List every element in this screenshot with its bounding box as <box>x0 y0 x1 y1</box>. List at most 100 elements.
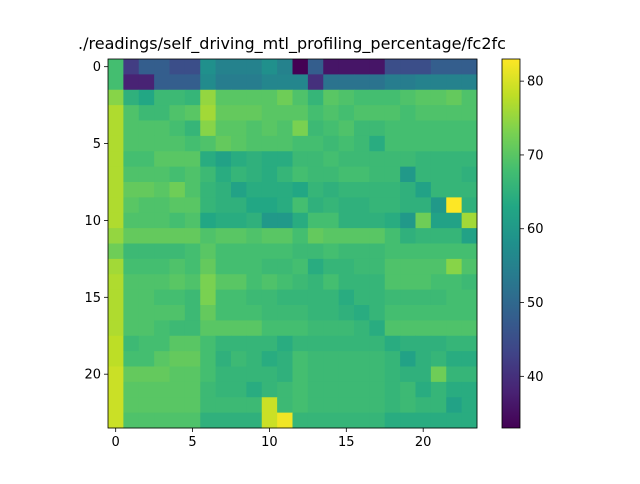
heatmap-cell <box>138 74 155 91</box>
heatmap-cell <box>292 212 309 229</box>
heatmap-cell <box>446 305 463 321</box>
heatmap-cell <box>323 151 340 168</box>
heatmap-cell <box>307 258 324 275</box>
heatmap-cell <box>338 105 355 121</box>
heatmap-cell <box>292 289 309 306</box>
heatmap-cell <box>154 151 170 168</box>
heatmap-cell <box>446 351 463 367</box>
colorbar-axis: 40 50 60 70 80 <box>520 75 544 385</box>
heatmap-cell <box>446 135 463 152</box>
colorbar-tick-label: 70 <box>527 148 544 163</box>
heatmap-cell <box>461 151 478 168</box>
heatmap-cell <box>261 228 278 244</box>
heatmap-cell <box>446 366 463 383</box>
heatmap-cell <box>354 335 370 352</box>
heatmap-cell <box>430 274 447 291</box>
heatmap-cell <box>446 289 463 306</box>
heatmap-cell <box>138 289 155 306</box>
heatmap-cell <box>261 289 278 306</box>
heatmap-cell <box>354 74 370 91</box>
heatmap-cell <box>369 166 386 183</box>
heatmap-cell <box>138 89 155 106</box>
heatmap-cell <box>277 397 293 414</box>
heatmap-cell <box>231 366 247 383</box>
heatmap-cell <box>215 135 232 152</box>
heatmap-cell <box>354 274 370 291</box>
heatmap-cell <box>154 335 170 352</box>
heatmap-cell <box>246 397 263 414</box>
heatmap-cell <box>430 166 447 183</box>
heatmap-cell <box>323 105 340 121</box>
heatmap-cell <box>184 120 201 137</box>
heatmap-cell <box>184 135 201 152</box>
heatmap-cell <box>307 243 324 260</box>
heatmap-cell <box>369 74 386 91</box>
heatmap-cell <box>338 197 355 214</box>
heatmap-cell <box>369 274 386 291</box>
heatmap-cell <box>123 59 140 75</box>
heatmap-cell <box>108 289 124 306</box>
heatmap-cell <box>446 335 463 352</box>
heatmap-cell <box>231 412 247 429</box>
heatmap-cell <box>461 166 478 183</box>
heatmap-cell <box>307 59 324 75</box>
heatmap-cell <box>430 120 447 137</box>
heatmap-cell <box>261 197 278 214</box>
heatmap-cell <box>184 197 201 214</box>
heatmap-cell <box>307 381 324 398</box>
heatmap-cell <box>354 366 370 383</box>
heatmap-cell <box>108 366 124 383</box>
heatmap-cell <box>138 320 155 337</box>
heatmap-cell <box>446 274 463 291</box>
heatmap-cell <box>338 212 355 229</box>
heatmap-cell <box>461 197 478 214</box>
heatmap-cell <box>169 89 186 106</box>
y-tick-label: 5 <box>93 137 101 152</box>
heatmap-cell <box>415 320 432 337</box>
heatmap-cell <box>215 228 232 244</box>
heatmap-cell <box>138 120 155 137</box>
heatmap-cell <box>338 89 355 106</box>
heatmap-cell <box>461 412 478 429</box>
heatmap-cell <box>123 397 140 414</box>
heatmap-cell <box>384 305 401 321</box>
heatmap-cell <box>461 289 478 306</box>
heatmap-cell <box>200 212 217 229</box>
heatmap-cell <box>138 351 155 367</box>
heatmap-cell <box>184 305 201 321</box>
heatmap-cell <box>184 366 201 383</box>
heatmap-cell <box>154 305 170 321</box>
heatmap-cell <box>415 74 432 91</box>
heatmap-cell <box>461 366 478 383</box>
heatmap-cell <box>461 397 478 414</box>
heatmap-cell <box>384 105 401 121</box>
heatmap-cell <box>138 381 155 398</box>
heatmap-cell <box>461 212 478 229</box>
heatmap-cell <box>200 381 217 398</box>
heatmap-cell <box>446 228 463 244</box>
heatmap-cell <box>354 351 370 367</box>
heatmap-cell <box>415 381 432 398</box>
heatmap-cell <box>369 59 386 75</box>
heatmap-cell <box>415 258 432 275</box>
heatmap-cell <box>323 59 340 75</box>
heatmap-cell <box>415 228 432 244</box>
heatmap-cell <box>277 274 293 291</box>
heatmap-cell <box>184 335 201 352</box>
x-tick-label: 20 <box>415 435 432 450</box>
heatmap-cell <box>169 412 186 429</box>
heatmap-cell <box>369 89 386 106</box>
heatmap-cell <box>138 59 155 75</box>
heatmap-cell <box>231 89 247 106</box>
heatmap-cell <box>184 59 201 75</box>
heatmap-cell <box>369 228 386 244</box>
heatmap-cell <box>292 151 309 168</box>
heatmap-cell <box>246 243 263 260</box>
heatmap-cell <box>415 135 432 152</box>
heatmap-cell <box>138 412 155 429</box>
heatmap-cell <box>292 320 309 337</box>
heatmap-cell <box>246 381 263 398</box>
heatmap-cell <box>369 289 386 306</box>
heatmap-cell <box>307 120 324 137</box>
heatmap-cell <box>123 182 140 198</box>
